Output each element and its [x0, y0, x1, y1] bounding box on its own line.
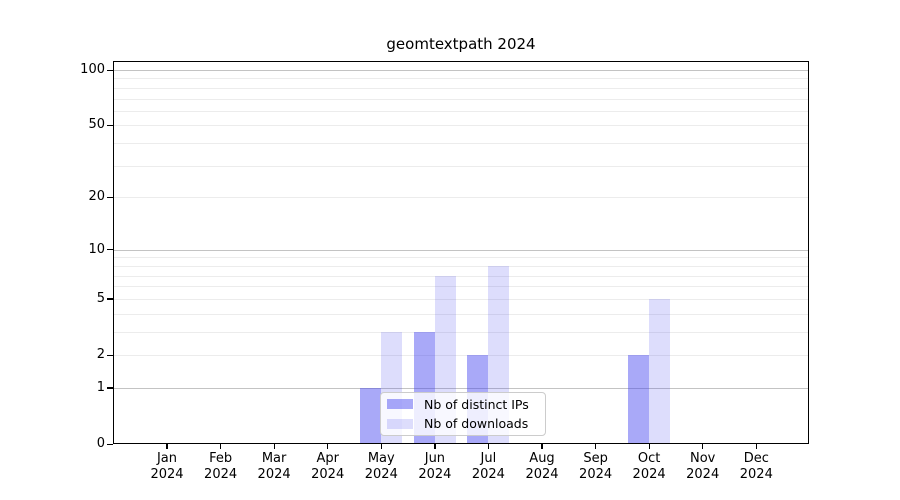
gridline-minor-4	[113, 313, 809, 315]
gridline-minor-2	[113, 355, 809, 356]
y-tick-label-2: 2	[96, 347, 105, 362]
x-tick-sep	[595, 444, 597, 449]
x-tick-jan	[166, 444, 168, 449]
legend: Nb of distinct IPs Nb of downloads	[380, 392, 546, 436]
y-tick-label-1: 1	[96, 379, 105, 395]
gridline-minor-70	[113, 98, 809, 100]
gridline-major-10	[113, 249, 809, 251]
gridline-minor-7	[113, 275, 809, 277]
y-tick-label-10: 10	[88, 241, 105, 257]
y-tick-1	[107, 387, 113, 389]
gridline-minor-8	[113, 265, 809, 267]
legend-label-distinct-ips: Nb of distinct IPs	[424, 396, 529, 412]
legend-item-distinct-ips: Nb of distinct IPs	[387, 396, 539, 413]
gridline-minor-9	[113, 257, 809, 259]
x-tick-apr	[327, 444, 329, 449]
x-tick-dec	[755, 444, 757, 449]
y-tick-20	[107, 196, 113, 199]
x-tick-label-jan: Jan 2024	[150, 451, 184, 482]
y-tick-2	[107, 354, 113, 356]
x-tick-label-feb: Feb 2024	[204, 451, 238, 482]
x-tick-label-aug: Aug 2024	[525, 451, 559, 482]
chart-title: geomtextpath 2024	[386, 35, 536, 53]
bar-distinct-ips-may	[360, 387, 382, 444]
y-tick-10	[107, 249, 113, 251]
gridline-minor-80	[113, 87, 809, 89]
x-tick-may	[380, 444, 382, 449]
plot-spine-box	[113, 61, 809, 444]
y-tick-label-100: 100	[80, 62, 105, 77]
y-tick-0	[107, 443, 113, 445]
gridline-minor-30	[113, 165, 809, 167]
x-tick-label-apr: Apr 2024	[311, 451, 345, 482]
legend-swatch-distinct-ips	[387, 399, 413, 410]
bar-downloads-oct	[649, 298, 671, 444]
legend-item-downloads: Nb of downloads	[387, 416, 539, 433]
gridline-minor-50	[113, 125, 809, 127]
x-tick-label-nov: Nov 2024	[686, 451, 720, 482]
x-tick-jun	[434, 444, 436, 449]
x-tick-label-oct: Oct 2024	[632, 451, 666, 482]
x-tick-nov	[702, 444, 704, 449]
bar-distinct-ips-oct	[628, 355, 650, 444]
y-tick-label-5: 5	[96, 290, 105, 306]
x-tick-label-jun: Jun 2024	[418, 451, 452, 482]
x-tick-label-dec: Dec 2024	[739, 451, 773, 482]
x-tick-aug	[541, 444, 543, 449]
y-tick-label-50: 50	[88, 117, 105, 133]
gridline-minor-3	[113, 331, 809, 333]
x-tick-feb	[220, 444, 222, 449]
legend-label-downloads: Nb of downloads	[424, 416, 529, 432]
y-tick-5	[107, 298, 113, 300]
y-tick-100	[107, 69, 113, 71]
x-tick-oct	[648, 444, 650, 449]
gridline-minor-6	[113, 286, 809, 288]
x-tick-label-may: May 2024	[364, 451, 398, 482]
legend-swatch-downloads	[387, 418, 413, 429]
gridline-minor-20	[113, 197, 809, 199]
gridline-minor-60	[113, 110, 809, 112]
x-tick-jul	[487, 444, 490, 449]
x-tick-mar	[273, 444, 275, 449]
gridline-minor-5	[113, 298, 809, 300]
gridline-major-1	[113, 387, 809, 389]
x-tick-label-jul: Jul 2024	[471, 451, 505, 482]
y-tick-label-20: 20	[88, 189, 105, 205]
gridline-minor-40	[113, 143, 809, 145]
x-tick-label-mar: Mar 2024	[257, 451, 291, 482]
x-tick-label-sep: Sep 2024	[579, 451, 613, 482]
y-tick-50	[107, 124, 113, 127]
gridline-major-100	[113, 70, 809, 71]
gridline-minor-90	[113, 78, 809, 80]
y-tick-label-0: 0	[96, 436, 105, 451]
